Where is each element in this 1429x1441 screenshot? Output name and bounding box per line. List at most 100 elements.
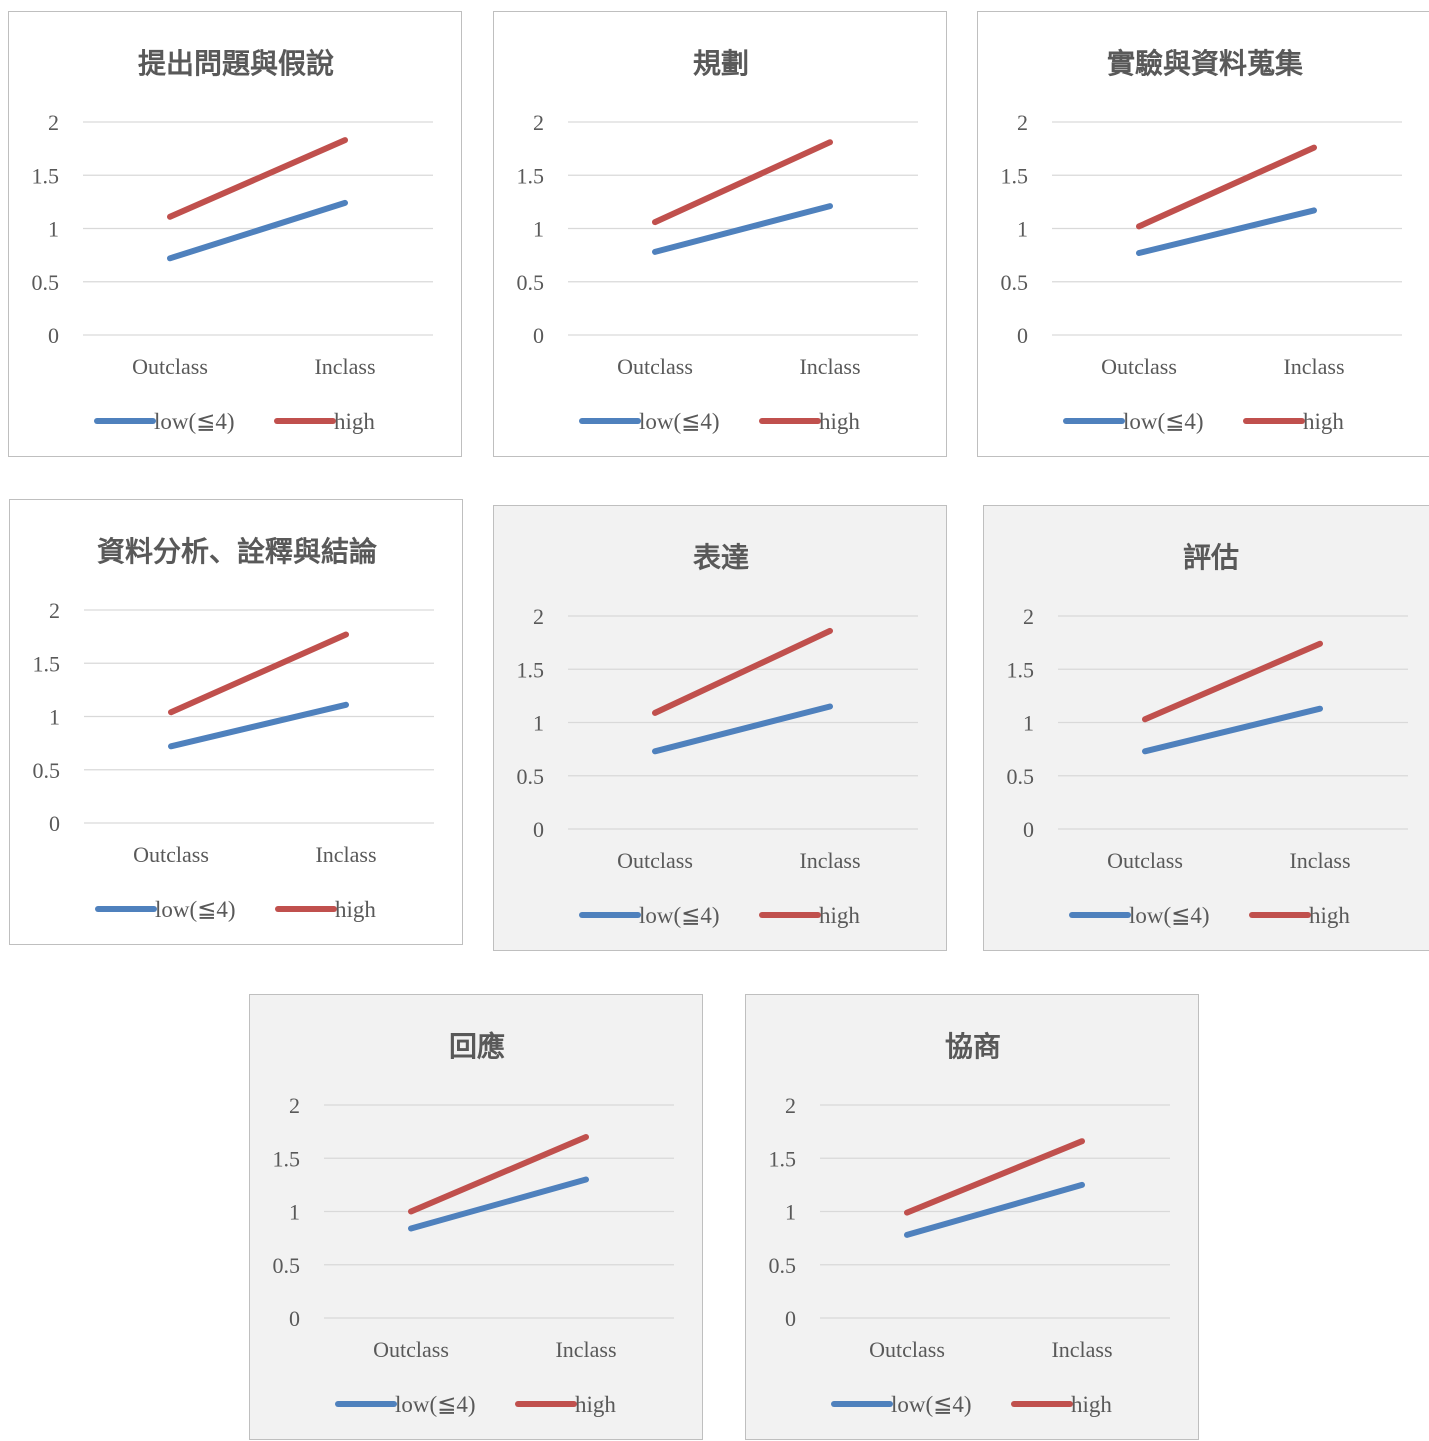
x-tick-label: Outclass	[1101, 354, 1177, 379]
y-tick-label: 2	[533, 604, 544, 629]
chart-title: 實驗與資料蒐集	[1107, 47, 1303, 80]
series-line-low	[408, 1176, 589, 1232]
series-line-high	[1142, 640, 1323, 723]
line-chart: 回應 0 0.5 1 1.5 2 Outclass Inclass low(≦4) high	[273, 1030, 674, 1417]
y-tick-label: 1	[49, 705, 60, 730]
y-tick-label: 0.5	[32, 270, 60, 295]
legend-label-low: low(≦4)	[891, 1392, 972, 1417]
y-tick-label: 0	[289, 1306, 300, 1331]
line-chart: 規劃 0 0.5 1 1.5 2 Outclass Inclass low(≦4) high	[517, 47, 918, 434]
x-tick-label: Outclass	[1107, 848, 1183, 873]
legend-label-high: high	[1071, 1392, 1112, 1417]
x-tick-label: Inclass	[315, 842, 376, 867]
x-tick-label: Inclass	[555, 1337, 616, 1362]
legend-label-high: high	[334, 409, 375, 434]
line-chart: 協商 0 0.5 1 1.5 2 Outclass Inclass low(≦4) high	[769, 1030, 1170, 1417]
series-line-low	[652, 203, 833, 255]
y-tick-label: 2	[1017, 110, 1028, 135]
y-tick-label: 0	[48, 323, 59, 348]
x-tick-label: Outclass	[869, 1337, 945, 1362]
y-tick-label: 1	[1023, 711, 1034, 736]
y-tick-label: 1.5	[517, 163, 545, 188]
series-line-high	[1136, 144, 1317, 230]
chart-title: 協商	[945, 1030, 1001, 1063]
chart-title: 評估	[1183, 541, 1239, 574]
y-tick-label: 0	[1023, 817, 1034, 842]
x-tick-label: Inclass	[314, 354, 375, 379]
x-tick-label: Inclass	[1051, 1337, 1112, 1362]
y-tick-label: 1.5	[1001, 163, 1029, 188]
legend-label-low: low(≦4)	[639, 903, 720, 928]
chart-title: 資料分析、詮釋與結論	[97, 535, 378, 568]
chart-title: 回應	[449, 1030, 505, 1063]
series-line-low	[168, 701, 349, 750]
series-line-high	[408, 1134, 589, 1215]
y-tick-label: 2	[785, 1093, 796, 1118]
y-tick-label: 1	[289, 1200, 300, 1225]
chart-panel: 協商 0 0.5 1 1.5 2 Outclass Inclass low(≦4) high	[745, 994, 1199, 1440]
y-tick-label: 0	[533, 817, 544, 842]
line-chart: 表達 0 0.5 1 1.5 2 Outclass Inclass low(≦4) high	[517, 541, 918, 928]
y-tick-label: 0.5	[517, 764, 545, 789]
y-tick-label: 0.5	[1001, 270, 1029, 295]
legend-label-low: low(≦4)	[395, 1392, 476, 1417]
chart-panel: 回應 0 0.5 1 1.5 2 Outclass Inclass low(≦4) high	[249, 994, 703, 1440]
y-tick-label: 2	[48, 110, 59, 135]
legend-label-low: low(≦4)	[154, 409, 235, 434]
y-tick-label: 0.5	[517, 270, 545, 295]
line-chart: 評估 0 0.5 1 1.5 2 Outclass Inclass low(≦4) high	[1007, 541, 1408, 928]
y-tick-label: 1	[533, 217, 544, 242]
series-line-low	[1136, 207, 1317, 256]
y-tick-label: 0	[785, 1306, 796, 1331]
x-tick-label: Outclass	[617, 354, 693, 379]
line-chart: 提出問題與假說 0 0.5 1 1.5 2 Outclass Inclass low(≦4) hi…	[32, 47, 433, 434]
series-line-low	[167, 199, 348, 262]
y-tick-label: 1.5	[517, 657, 545, 682]
x-tick-label: Outclass	[132, 354, 208, 379]
y-tick-label: 1	[1017, 217, 1028, 242]
chart-panel: 評估 0 0.5 1 1.5 2 Outclass Inclass low(≦4) high	[983, 505, 1429, 951]
x-tick-label: Inclass	[799, 848, 860, 873]
y-tick-label: 0	[1017, 323, 1028, 348]
y-tick-label: 1.5	[273, 1146, 301, 1171]
y-tick-label: 1	[785, 1200, 796, 1225]
legend-label-low: low(≦4)	[155, 897, 236, 922]
chart-title: 表達	[693, 541, 749, 574]
chart-panel: 表達 0 0.5 1 1.5 2 Outclass Inclass low(≦4) high	[493, 505, 947, 951]
y-tick-label: 1.5	[769, 1146, 797, 1171]
x-tick-label: Outclass	[373, 1337, 449, 1362]
legend-label-low: low(≦4)	[1129, 903, 1210, 928]
series-line-low	[652, 703, 833, 755]
chart-title: 規劃	[693, 47, 749, 80]
y-tick-label: 0	[49, 811, 60, 836]
legend-label-high: high	[819, 409, 860, 434]
legend-label-high: high	[819, 903, 860, 928]
chart-panel: 資料分析、詮釋與結論 0 0.5 1 1.5 2 Outclass Inclass low(≦4…	[9, 499, 463, 945]
x-tick-label: Inclass	[1283, 354, 1344, 379]
series-line-high	[167, 137, 348, 220]
x-tick-label: Inclass	[799, 354, 860, 379]
y-tick-label: 2	[533, 110, 544, 135]
legend-label-high: high	[1303, 409, 1344, 434]
y-tick-label: 1	[48, 217, 59, 242]
chart-panel: 提出問題與假說 0 0.5 1 1.5 2 Outclass Inclass low(≦4) hi…	[8, 11, 462, 457]
legend-label-low: low(≦4)	[639, 409, 720, 434]
y-tick-label: 0.5	[1007, 764, 1035, 789]
y-tick-label: 1	[533, 711, 544, 736]
y-tick-label: 0.5	[769, 1253, 797, 1278]
y-tick-label: 0.5	[33, 758, 61, 783]
series-line-high	[652, 627, 833, 716]
legend-label-low: low(≦4)	[1123, 409, 1204, 434]
line-chart: 實驗與資料蒐集 0 0.5 1 1.5 2 Outclass Inclass low(≦4) hi…	[1001, 47, 1402, 434]
line-chart: 資料分析、詮釋與結論 0 0.5 1 1.5 2 Outclass Inclass low(≦4…	[33, 535, 434, 922]
x-tick-label: Inclass	[1289, 848, 1350, 873]
y-tick-label: 2	[289, 1093, 300, 1118]
x-tick-label: Outclass	[133, 842, 209, 867]
chart-title: 提出問題與假說	[138, 47, 334, 80]
y-tick-label: 1.5	[33, 651, 61, 676]
y-tick-label: 1.5	[32, 163, 60, 188]
legend-label-high: high	[575, 1392, 616, 1417]
legend-label-high: high	[1309, 903, 1350, 928]
x-tick-label: Outclass	[617, 848, 693, 873]
series-line-high	[168, 631, 349, 716]
